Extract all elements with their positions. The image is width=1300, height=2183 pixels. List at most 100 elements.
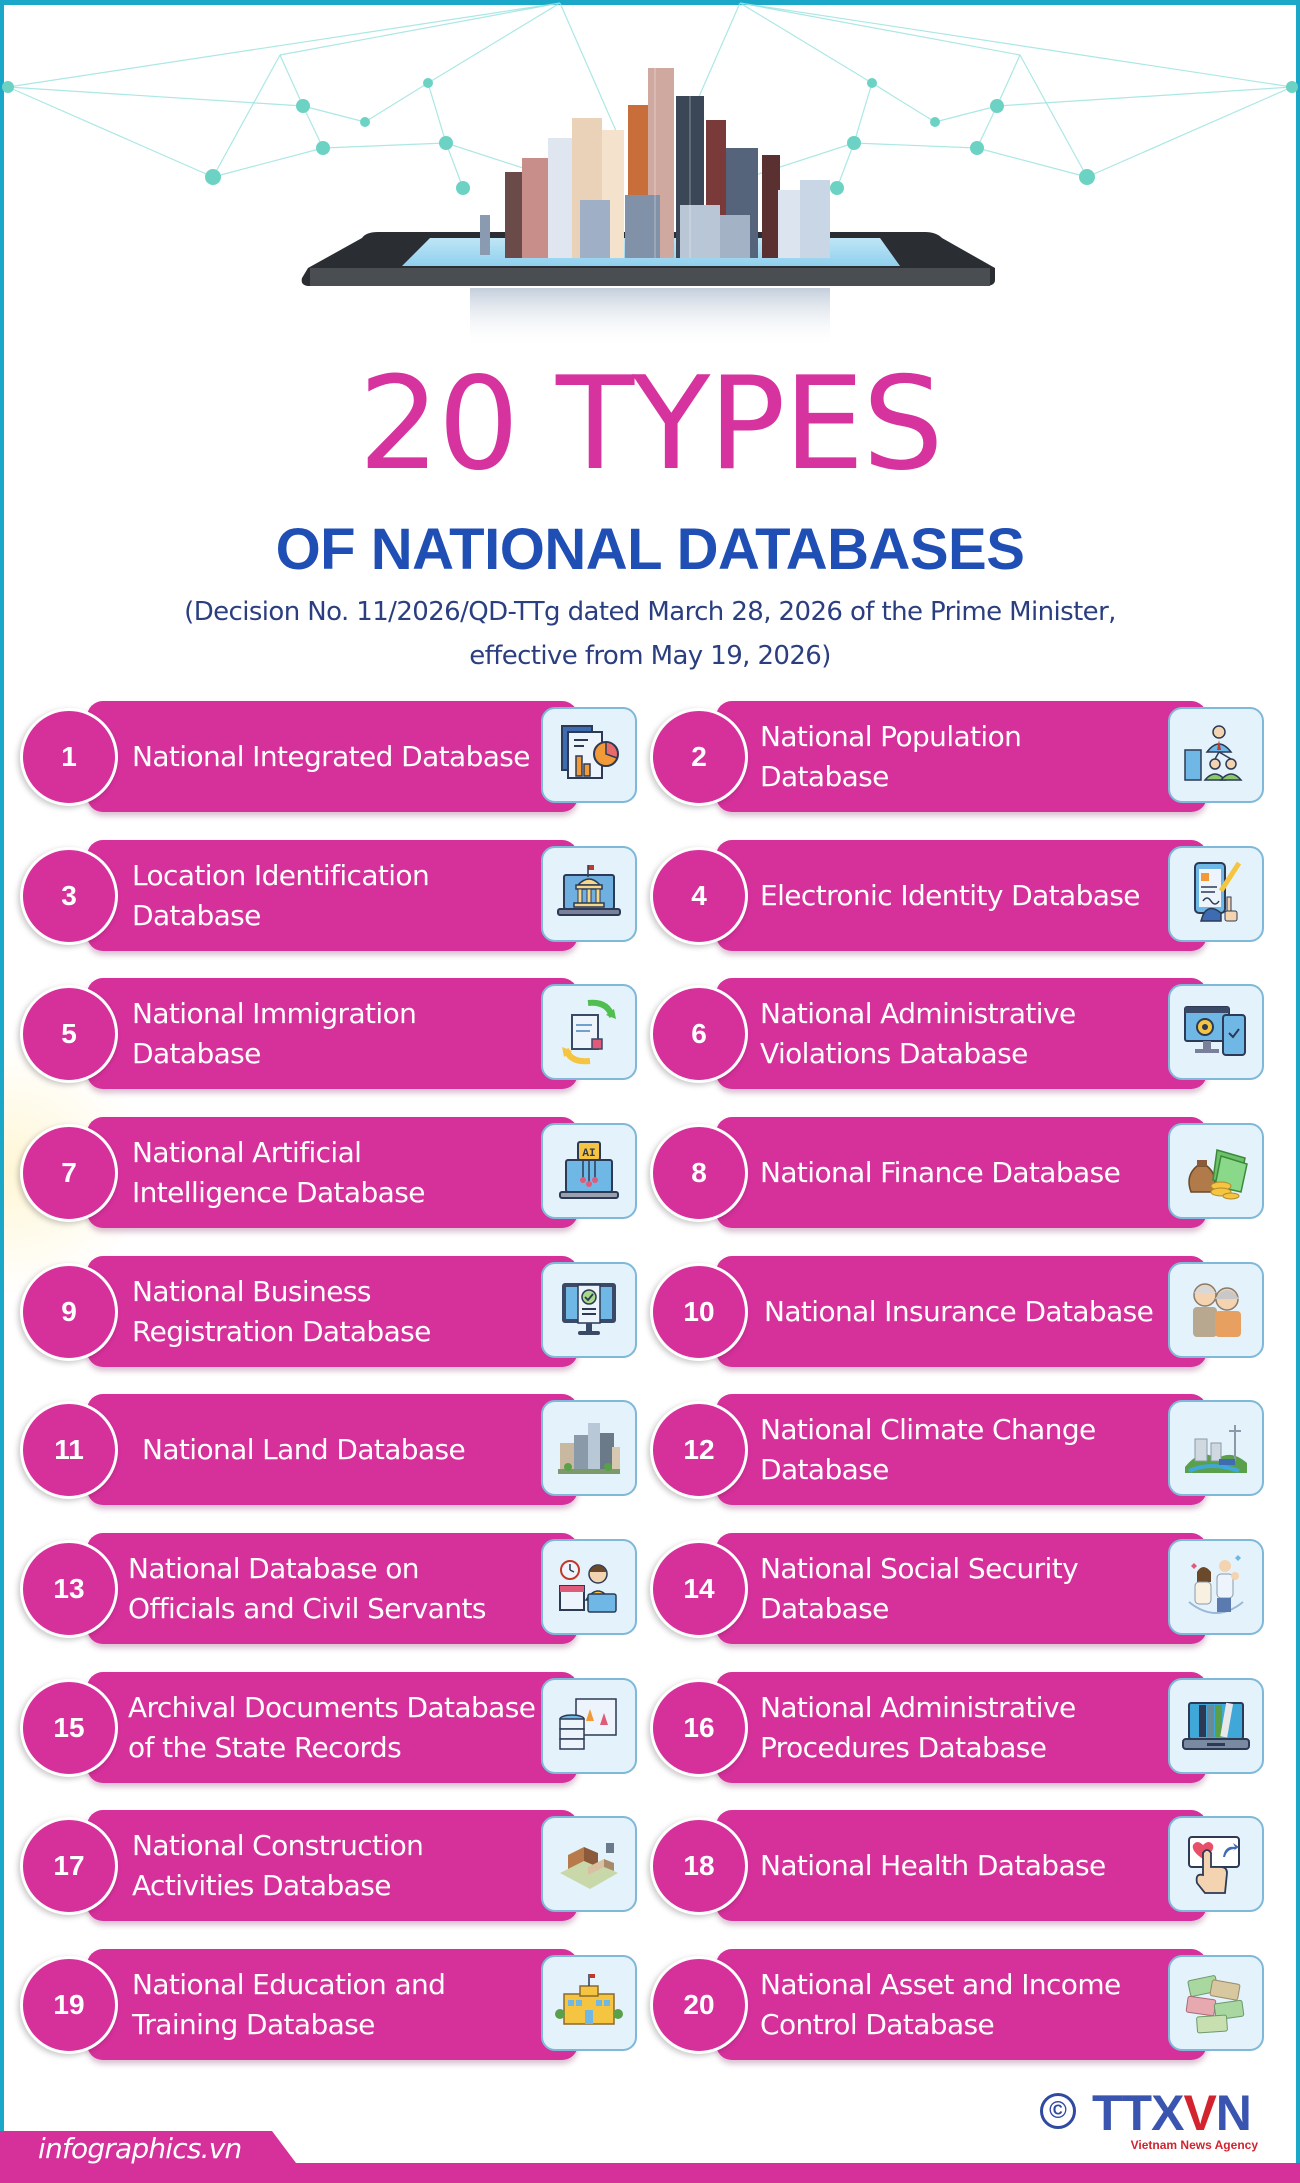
item-number-badge: 14 — [650, 1540, 748, 1638]
item-pill — [87, 1672, 578, 1783]
logo-tagline: Vietnam News Agency — [1130, 2138, 1258, 2152]
database-item: 8 National Finance Database — [650, 1117, 1280, 1239]
item-number-badge: 9 — [20, 1263, 118, 1361]
database-item: 1 National Integrated Database — [20, 701, 650, 823]
item-label: National Administrative Violations Datab… — [760, 996, 1076, 1070]
item-number-badge: 8 — [650, 1124, 748, 1222]
item-number-badge: 11 — [20, 1401, 118, 1499]
people-network-icon — [1168, 707, 1264, 803]
item-label: National Administrative Procedures Datab… — [760, 1690, 1076, 1764]
item-pill — [87, 1117, 578, 1228]
database-item: 19 National Education and Training Datab… — [20, 1949, 650, 2071]
svg-text:AI: AI — [582, 1148, 595, 1160]
item-label: National Population Database — [760, 719, 1022, 793]
item-number-badge: 20 — [650, 1956, 748, 2054]
footer-site-link[interactable]: infographics.vn — [38, 2132, 242, 2165]
item-number-badge: 17 — [20, 1817, 118, 1915]
item-label: National Construction Activities Databas… — [132, 1828, 424, 1902]
document-transfer-lock-icon — [541, 984, 637, 1080]
logo-suffix: N — [1215, 2085, 1252, 2141]
family-icon — [1168, 1539, 1264, 1635]
ttxvn-logo: TTXVN Vietnam News Agency — [1092, 2088, 1262, 2156]
item-number-badge: 6 — [650, 985, 748, 1083]
item-pill — [716, 1533, 1207, 1644]
database-item: 18 National Health Database — [650, 1810, 1280, 1932]
item-label: National Health Database — [760, 1848, 1106, 1882]
heart-touch-icon — [1168, 1816, 1264, 1912]
green-energy-landscape-icon — [1168, 1400, 1264, 1496]
item-number-badge: 7 — [20, 1124, 118, 1222]
item-pill — [716, 701, 1207, 812]
item-label: National Immigration Database — [132, 996, 417, 1070]
item-pill — [716, 1949, 1207, 2060]
logo-v: V — [1183, 2085, 1216, 2141]
database-item: 3 Location Identification Database — [20, 840, 650, 962]
item-label: Electronic Identity Database — [760, 878, 1141, 912]
page-title: 20 TYPES — [358, 350, 943, 499]
server-archive-icon — [541, 1678, 637, 1774]
item-number-badge: 19 — [20, 1956, 118, 2054]
skyline — [480, 68, 830, 258]
database-item: 2 National Population Database — [650, 701, 1280, 823]
item-number-badge: 12 — [650, 1401, 748, 1499]
civil-servant-schedule-icon — [541, 1539, 637, 1635]
network-lines — [7, 2, 1293, 189]
item-label: National Integrated Database — [132, 739, 531, 773]
footer-band — [0, 2163, 1300, 2183]
database-item: 16 National Administrative Procedures Da… — [650, 1672, 1280, 1794]
item-label: National Insurance Database — [764, 1294, 1154, 1328]
database-item: 5 National Immigration Database — [20, 978, 650, 1100]
page-subtitle: OF NATIONAL DATABASES — [275, 517, 1025, 582]
documents-chart-icon — [541, 707, 637, 803]
item-pill — [716, 1672, 1207, 1783]
item-number-badge: 18 — [650, 1817, 748, 1915]
item-number-badge: 10 — [650, 1263, 748, 1361]
item-pill — [87, 1256, 578, 1367]
database-item: 10 National Insurance Database — [650, 1256, 1280, 1378]
item-label: National Artificial Intelligence Databas… — [132, 1135, 425, 1209]
item-pill — [87, 1533, 578, 1644]
laptop-binders-icon — [1168, 1678, 1264, 1774]
item-label: National Land Database — [142, 1432, 466, 1466]
item-pill — [716, 1394, 1207, 1505]
database-item: 12 National Climate Change Database — [650, 1394, 1280, 1516]
database-item: 14 National Social Security Database — [650, 1533, 1280, 1655]
logo-prefix: TTX — [1092, 2085, 1184, 2141]
item-pill — [716, 1117, 1207, 1228]
item-pill — [87, 840, 578, 951]
decision-note-line-1: (Decision No. 11/2026/QD-TTg dated March… — [184, 597, 1116, 627]
network-nodes — [2, 78, 1298, 195]
item-number-badge: 1 — [20, 708, 118, 806]
database-item: 9 National Business Registration Databas… — [20, 1256, 650, 1378]
item-number-badge: 15 — [20, 1679, 118, 1777]
database-item: 11 National Land Database — [20, 1394, 650, 1516]
decision-note: (Decision No. 11/2026/QD-TTg dated March… — [0, 590, 1300, 678]
item-label: Location Identification Database — [132, 858, 430, 932]
item-number-badge: 16 — [650, 1679, 748, 1777]
item-pill — [87, 1949, 578, 2060]
item-number-badge: 13 — [20, 1540, 118, 1638]
item-number-badge: 4 — [650, 847, 748, 945]
item-label: National Asset and Income Control Databa… — [760, 1967, 1121, 2041]
item-label: National Social Security Database — [760, 1551, 1079, 1625]
city-buildings-icon — [541, 1400, 637, 1496]
ai-laptop-icon: AI — [541, 1123, 637, 1219]
item-pill — [87, 1810, 578, 1921]
item-pill — [87, 1394, 578, 1505]
isometric-buildings-icon — [541, 1816, 637, 1912]
database-item: 20 National Asset and Income Control Dat… — [650, 1949, 1280, 2071]
elderly-couple-icon — [1168, 1262, 1264, 1358]
item-label: National Finance Database — [760, 1155, 1121, 1189]
database-item: 15 Archival Documents Database of the St… — [20, 1672, 650, 1794]
school-building-icon — [541, 1955, 637, 2051]
item-number-badge: 5 — [20, 985, 118, 1083]
item-pill — [87, 978, 578, 1089]
computer-gear-phone-icon — [1168, 984, 1264, 1080]
copyright-icon: © — [1040, 2093, 1076, 2129]
logo-wordmark: TTXVN — [1092, 2085, 1252, 2141]
city-on-smartphone-icon — [2, 2, 1298, 348]
item-label: National Business Registration Database — [132, 1274, 431, 1348]
government-building-laptop-icon — [541, 846, 637, 942]
item-pill — [716, 840, 1207, 951]
